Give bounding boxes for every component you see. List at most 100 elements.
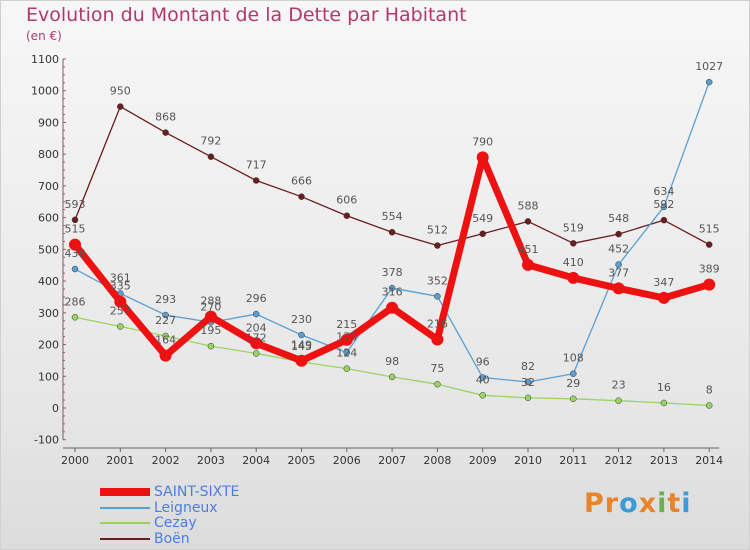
data-point-leigneux xyxy=(615,261,622,268)
data-label: 215 xyxy=(336,318,357,331)
data-label: 149 xyxy=(291,339,312,352)
y-tick-label: 600 xyxy=(38,212,59,225)
data-label: 512 xyxy=(427,224,448,237)
data-point-leigneux xyxy=(162,311,169,319)
data-point-leigneux xyxy=(660,203,668,211)
data-label: 164 xyxy=(155,334,176,347)
y-tick-label: 800 xyxy=(38,148,59,161)
data-label: 96 xyxy=(476,356,490,369)
legend-label-leigneux: Leigneux xyxy=(154,499,218,516)
data-label: 40 xyxy=(476,373,490,386)
data-point-bo-n xyxy=(71,216,79,224)
data-point-leigneux xyxy=(524,378,532,386)
data-label: 515 xyxy=(65,223,86,236)
x-tick-label: 2005 xyxy=(288,454,316,467)
series-line-saint-sixte xyxy=(71,153,713,365)
data-point-saint-sixte xyxy=(522,258,534,271)
data-label: 438 xyxy=(65,247,86,260)
logo-letter: t xyxy=(667,488,682,519)
legend-swatch-cezay xyxy=(100,522,150,524)
data-point-leigneux xyxy=(71,265,79,273)
data-label: 230 xyxy=(291,313,312,326)
x-tick-label: 2009 xyxy=(469,454,497,467)
x-tick-label: 2003 xyxy=(197,454,225,467)
data-label: 124 xyxy=(336,347,357,360)
legend-label-saint-sixte: SAINT-SIXTE xyxy=(154,484,240,500)
data-label: 8 xyxy=(706,383,713,396)
data-point-leigneux xyxy=(388,284,396,292)
data-point-leigneux xyxy=(252,310,260,318)
data-label: 1027 xyxy=(695,60,723,73)
logo-letter: x xyxy=(638,488,658,519)
data-point-leigneux xyxy=(705,78,713,86)
y-tick-label: 100 xyxy=(38,370,59,383)
data-label: 790 xyxy=(472,135,493,148)
data-label: 316 xyxy=(382,286,403,299)
data-label: 606 xyxy=(336,194,357,207)
legend-swatch-saint-sixte xyxy=(100,488,150,496)
data-label: 175 xyxy=(336,330,357,343)
data-point-bo-n xyxy=(570,240,577,247)
data-label: 868 xyxy=(155,111,176,124)
data-label: 286 xyxy=(65,295,86,308)
data-label: 554 xyxy=(382,210,403,223)
y-tick-label: 900 xyxy=(38,116,59,129)
x-tick-label: 2011 xyxy=(559,454,587,467)
data-point-cezay xyxy=(388,373,396,381)
proxiti-logo: Proxiti xyxy=(584,488,692,519)
legend-label-boen: Boën xyxy=(154,530,190,547)
logo-letter: P xyxy=(584,488,605,519)
data-label: 270 xyxy=(200,300,221,313)
data-label: 377 xyxy=(608,266,629,279)
logo-letter: i xyxy=(657,488,668,519)
legend-label-cezay: Cezay xyxy=(154,515,197,531)
data-label: 389 xyxy=(699,263,720,276)
data-point-saint-sixte xyxy=(657,291,670,304)
data-point-cezay xyxy=(117,323,124,330)
legend-swatch-boen xyxy=(100,537,150,540)
data-label: 352 xyxy=(427,274,448,287)
data-point-bo-n xyxy=(343,212,351,219)
data-point-cezay xyxy=(162,332,169,340)
data-label: 16 xyxy=(657,381,671,394)
data-point-saint-sixte xyxy=(204,310,217,323)
logo-letter: o xyxy=(619,488,639,519)
data-point-bo-n xyxy=(524,218,532,225)
data-label: 666 xyxy=(291,175,312,188)
data-point-bo-n xyxy=(298,193,305,200)
x-tick-label: 2012 xyxy=(605,454,633,467)
data-point-cezay xyxy=(479,392,486,399)
data-label: 108 xyxy=(563,352,584,365)
data-label: 717 xyxy=(246,158,267,171)
x-tick-label: 2000 xyxy=(61,454,89,467)
y-tick-label: 700 xyxy=(38,180,59,193)
data-label: 549 xyxy=(472,212,493,225)
x-tick-label: 2008 xyxy=(423,454,451,467)
data-label: 451 xyxy=(518,243,539,256)
logo-letter: r xyxy=(604,488,620,519)
x-tick-label: 2010 xyxy=(514,454,542,467)
data-label: 204 xyxy=(246,321,267,334)
chart-unit: (en €) xyxy=(26,29,62,43)
data-point-cezay xyxy=(434,380,441,388)
legend-swatch-leigneux xyxy=(100,506,150,509)
chart-title: Evolution du Montant de la Dette par Hab… xyxy=(26,4,467,26)
data-label: 593 xyxy=(65,198,86,211)
data-label: 515 xyxy=(699,223,720,236)
data-point-saint-sixte xyxy=(250,337,263,350)
data-point-bo-n xyxy=(615,230,622,238)
data-point-saint-sixte xyxy=(159,349,172,362)
data-point-bo-n xyxy=(207,153,215,160)
y-tick-label: 0 xyxy=(52,402,59,415)
data-label: 227 xyxy=(155,314,176,327)
data-point-saint-sixte xyxy=(295,354,308,367)
data-label: 296 xyxy=(246,292,267,305)
data-point-saint-sixte xyxy=(612,282,625,295)
data-point-saint-sixte xyxy=(703,278,716,291)
data-point-cezay xyxy=(343,365,351,372)
data-label: 792 xyxy=(200,135,221,148)
data-point-leigneux xyxy=(479,374,486,381)
data-label: 288 xyxy=(200,295,221,308)
y-tick-label: 1000 xyxy=(31,85,59,98)
y-tick-label: 400 xyxy=(38,275,59,288)
